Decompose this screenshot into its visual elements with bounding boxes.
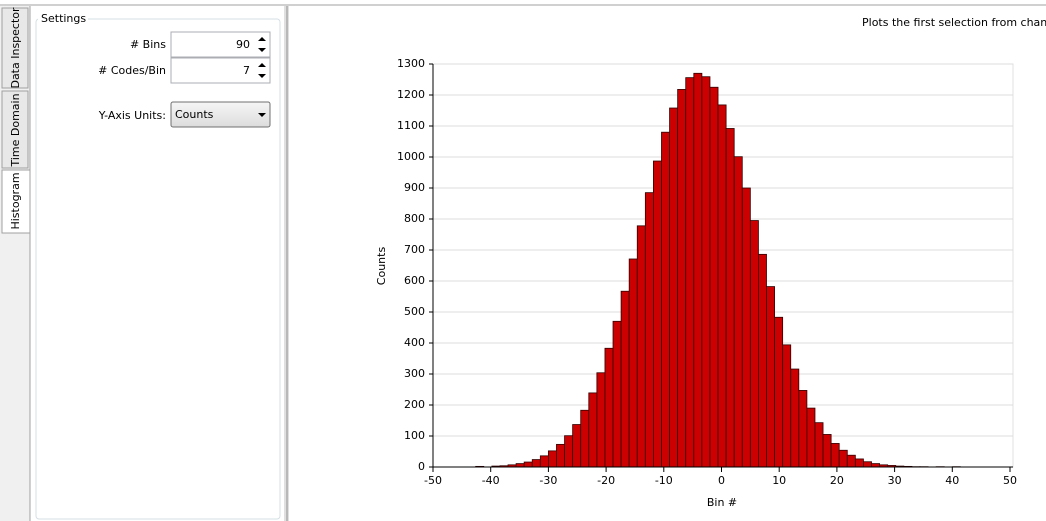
y-tick-label: 500 <box>404 305 425 318</box>
tab-selected[interactable] <box>1 169 31 234</box>
bar <box>515 463 525 468</box>
bar <box>564 435 574 468</box>
bar <box>846 454 856 468</box>
y-tick-label: 700 <box>404 243 425 256</box>
x-tick-label: -40 <box>482 474 500 487</box>
x-tick-label: 20 <box>830 474 844 487</box>
bar <box>701 76 711 468</box>
header-note: Plots the first selection from chann <box>862 16 1046 29</box>
x-tick-label: -10 <box>655 474 673 487</box>
tab-label[interactable]: Data Inspector <box>9 7 22 89</box>
field-label: # Bins <box>130 38 166 51</box>
spin-buttons[interactable] <box>258 37 266 52</box>
bar <box>539 455 549 468</box>
x-tick-label: 10 <box>772 474 786 487</box>
field-label: Y-Axis Units: <box>98 109 166 122</box>
dropdown-arrow[interactable] <box>258 113 266 117</box>
bar <box>871 463 880 468</box>
bar <box>653 160 662 468</box>
dropdown[interactable] <box>170 101 271 128</box>
bar <box>604 347 614 468</box>
x-axis-label: Bin # <box>707 496 737 509</box>
x-tick-label: 0 <box>718 474 725 487</box>
bar <box>709 86 719 468</box>
bar <box>741 187 751 468</box>
bar <box>830 443 840 468</box>
y-tick-label: 300 <box>404 367 425 380</box>
y-tick-label: 1200 <box>397 88 425 101</box>
bar <box>733 156 743 468</box>
number-input[interactable] <box>170 31 271 58</box>
y-tick-label: 400 <box>404 336 425 349</box>
x-tick-label: 30 <box>888 474 902 487</box>
bar <box>677 89 687 468</box>
bar <box>693 72 703 468</box>
bar <box>790 368 800 468</box>
bar <box>669 107 679 468</box>
tab-label[interactable]: Histogram <box>9 172 22 229</box>
bar <box>531 459 541 468</box>
bar <box>725 128 735 468</box>
y-axis-label: Counts <box>375 247 388 286</box>
y-tick-label: 200 <box>404 398 425 411</box>
bar <box>580 409 590 468</box>
settings-group <box>35 18 281 520</box>
y-tick-label: 100 <box>404 429 425 442</box>
bar <box>758 253 767 468</box>
y-tick-label: 0 <box>418 460 425 473</box>
bar <box>798 390 808 468</box>
tab[interactable] <box>1 90 29 169</box>
x-tick-label: 50 <box>1003 474 1017 487</box>
bar <box>620 290 630 468</box>
note-clip: Plots the first selection from chann <box>862 16 1046 29</box>
group-title-bg <box>38 12 88 26</box>
x-tick-label: -50 <box>424 474 442 487</box>
bar <box>588 392 598 468</box>
y-tick-label: 800 <box>404 212 425 225</box>
y-tick-label: 1300 <box>397 57 425 70</box>
y-tick-label: 1100 <box>397 119 425 132</box>
y-tick-label: 900 <box>404 181 425 194</box>
number-input[interactable] <box>170 57 271 84</box>
x-tick-label: 40 <box>945 474 959 487</box>
group-title: Settings <box>41 12 86 25</box>
bar <box>636 225 646 468</box>
bar <box>717 104 727 468</box>
field-label: # Codes/Bin <box>98 64 166 77</box>
y-tick-label: 600 <box>404 274 425 287</box>
spin-buttons[interactable] <box>258 63 266 78</box>
bar <box>838 449 848 468</box>
bar <box>644 192 654 468</box>
bar <box>548 450 557 468</box>
bar <box>661 131 670 468</box>
tab[interactable] <box>1 7 29 89</box>
bar <box>782 344 792 468</box>
bar <box>863 461 872 468</box>
bar <box>822 434 832 468</box>
x-tick-label: -20 <box>597 474 615 487</box>
bar <box>628 258 638 468</box>
bar <box>612 320 622 468</box>
bar <box>685 77 695 468</box>
bar <box>766 286 775 468</box>
bar <box>854 458 864 468</box>
input-value[interactable]: 90 <box>236 38 250 51</box>
input-value[interactable]: 7 <box>243 64 250 77</box>
bar <box>814 422 824 468</box>
tab-label[interactable]: Time Domain <box>9 93 22 167</box>
bar <box>556 443 565 468</box>
bar <box>806 407 816 468</box>
x-tick-label: -30 <box>539 474 557 487</box>
chart: Counts Bin # 010020030040050060070080090… <box>375 57 1017 509</box>
bar <box>523 461 533 468</box>
bar <box>749 220 759 468</box>
y-tick-label: 1000 <box>397 150 425 163</box>
bar <box>774 316 784 468</box>
bar <box>572 424 582 468</box>
dropdown-value[interactable]: Counts <box>175 108 214 121</box>
bar <box>596 372 606 468</box>
